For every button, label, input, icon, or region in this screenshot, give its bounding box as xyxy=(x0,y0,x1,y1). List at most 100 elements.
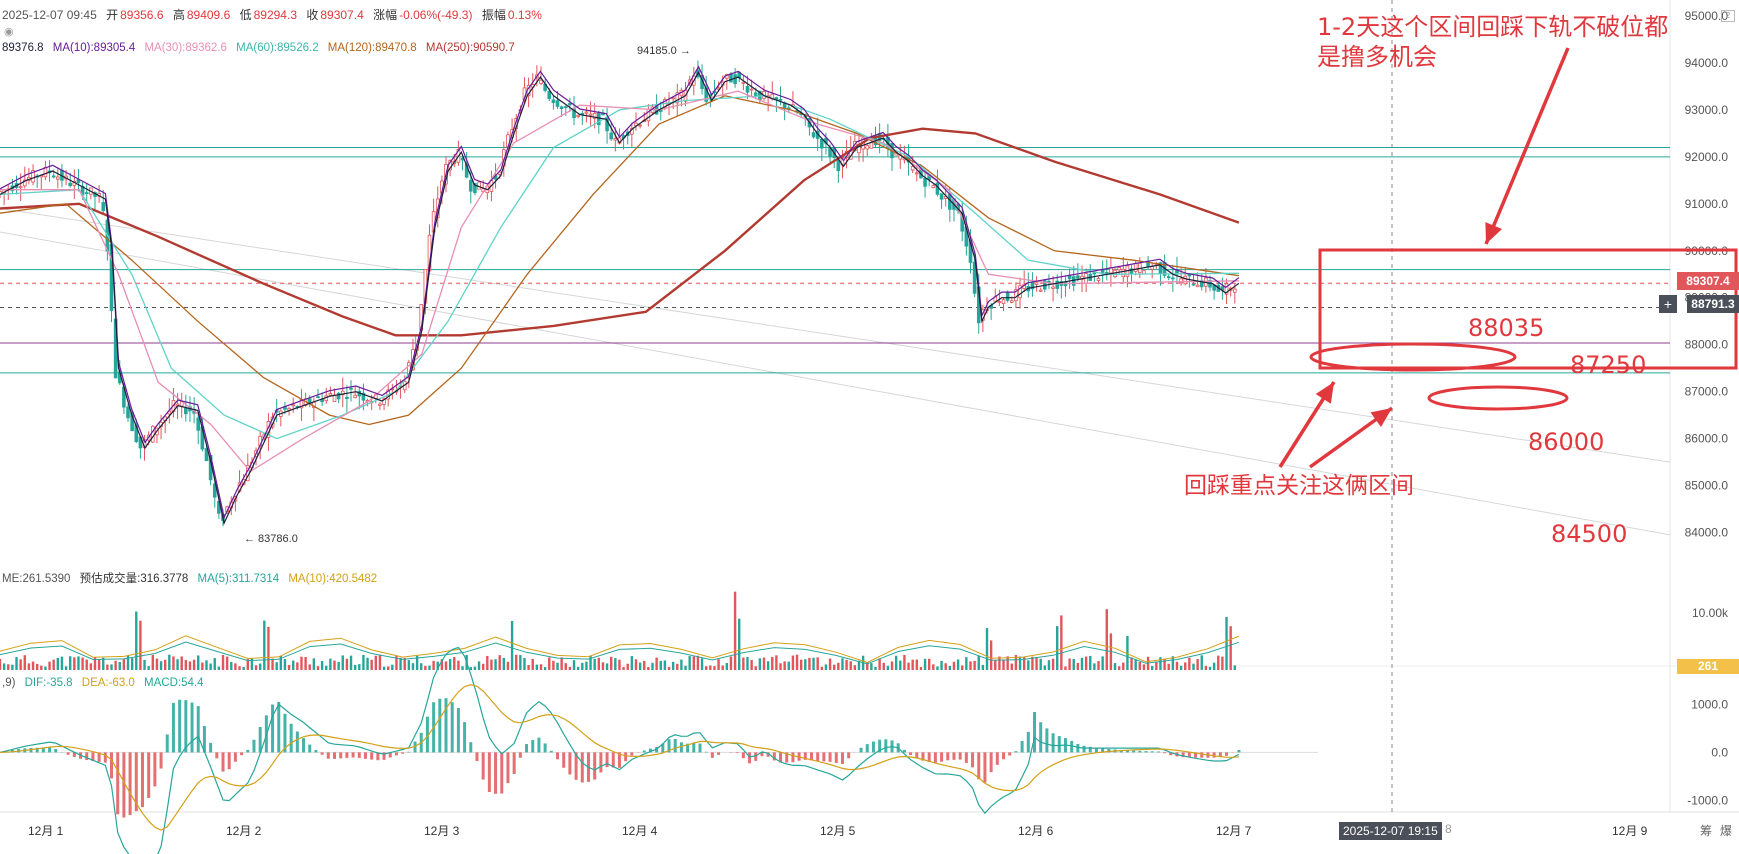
amp-value: 0.13% xyxy=(507,8,542,22)
candle-body xyxy=(671,97,675,100)
volume-bar xyxy=(242,666,245,670)
macd-histogram-bar xyxy=(593,752,597,780)
x-tick-dec3: 12月 3 xyxy=(424,824,460,838)
macd-histogram-bar xyxy=(686,743,690,753)
macd-histogram-bar xyxy=(140,752,144,808)
macd-histogram-bar xyxy=(1014,751,1018,753)
volume-bar xyxy=(919,666,923,670)
macd-histogram-bar xyxy=(128,752,132,816)
macd-histogram-bar xyxy=(351,752,355,758)
add-level-button[interactable]: + xyxy=(1659,295,1677,313)
volume-bar xyxy=(1035,657,1038,670)
volume-bar xyxy=(31,661,35,670)
volume-bar xyxy=(345,658,349,670)
candle-body xyxy=(1001,299,1006,305)
macd-histogram-bar xyxy=(673,739,677,753)
volume-bar xyxy=(626,663,629,670)
candle-body xyxy=(675,92,680,104)
volume-bar xyxy=(878,658,881,670)
volume-bar xyxy=(729,656,733,670)
volume-bar xyxy=(486,655,489,670)
candle-body xyxy=(638,124,642,127)
macd-histogram-bar xyxy=(184,700,188,753)
volume-bar xyxy=(647,667,650,670)
macd-histogram-bar xyxy=(66,752,70,755)
macd-histogram-bar xyxy=(370,752,374,760)
volume-bar xyxy=(7,664,10,670)
volume-legend: ME:261.5390 预估成交量:316.3778 MA(5):311.731… xyxy=(2,570,383,586)
volume-bar xyxy=(329,658,332,670)
footer-burst-label[interactable]: 爆 xyxy=(1720,824,1733,838)
volume-bar xyxy=(576,666,580,670)
change-label: 涨幅 xyxy=(373,8,398,22)
candle-body xyxy=(559,106,564,110)
volume-bar xyxy=(907,662,910,670)
volume-bar xyxy=(552,660,555,670)
eye-icon[interactable]: ◉ xyxy=(4,26,14,38)
window-toggle-icon[interactable]: 2 xyxy=(1721,10,1735,22)
macd-histogram-bar xyxy=(1002,752,1006,760)
macd-histogram-bar xyxy=(178,699,182,753)
volume-bar xyxy=(519,655,522,670)
candle-body xyxy=(336,392,341,400)
candle-body xyxy=(997,301,1002,304)
macd-histogram-bar xyxy=(921,752,925,761)
volume-bar xyxy=(403,657,406,670)
macd-histogram-bar xyxy=(828,752,832,762)
candle-body xyxy=(196,417,201,431)
ohlc-header: 2025-12-07 09:45 开 89356.6 高 89409.6 低 8929… xyxy=(2,6,548,23)
y-tick-label: 88000.0 xyxy=(1685,338,1729,352)
macd-histogram-bar xyxy=(413,741,417,753)
candle-body xyxy=(204,448,209,462)
volume-bar xyxy=(126,655,130,670)
volume-bar xyxy=(60,656,64,670)
volume-bar xyxy=(205,660,208,670)
volume-bar xyxy=(130,658,134,670)
macd-histogram-bar xyxy=(221,752,225,772)
macd-histogram-bar xyxy=(1026,731,1030,753)
macd-histogram-bar xyxy=(487,752,491,792)
macd-prefix: ,9) xyxy=(2,677,16,689)
volume-bar xyxy=(201,662,204,670)
volume-bar xyxy=(1047,660,1051,670)
volume-bar xyxy=(556,662,559,670)
volume-bar xyxy=(750,659,753,670)
candle-body xyxy=(778,98,783,101)
macd-histogram-bar xyxy=(741,752,745,759)
macd-histogram-bar xyxy=(134,752,138,812)
volume-bar xyxy=(52,659,55,670)
volume-bar xyxy=(172,656,175,670)
macd-histogram-bar xyxy=(425,716,429,753)
macd-histogram-bar xyxy=(1225,752,1229,756)
volume-bar xyxy=(952,661,956,670)
volume-bar xyxy=(618,659,621,670)
volume-bar xyxy=(956,659,960,670)
volume-bar xyxy=(1167,663,1170,670)
volume-bar xyxy=(469,667,472,670)
volume-bar xyxy=(143,659,146,670)
volume-bar xyxy=(1113,663,1117,670)
macd-histogram-bar xyxy=(865,744,869,753)
macd-histogram-bar xyxy=(809,752,813,761)
volume-bar xyxy=(312,658,316,670)
volume-bar xyxy=(849,661,852,670)
macd-histogram-bar xyxy=(1107,748,1111,753)
volume-bar xyxy=(366,657,369,670)
volume-bar xyxy=(799,659,803,670)
volume-bar xyxy=(515,654,518,670)
low-value: 89294.3 xyxy=(253,8,297,22)
volume-bar xyxy=(593,658,596,670)
volume-bar xyxy=(333,660,336,670)
macd-histogram-bar xyxy=(202,726,206,753)
volume-bar xyxy=(192,659,196,670)
footer-chip-label[interactable]: 筹 xyxy=(1700,824,1713,838)
macd-histogram-bar xyxy=(822,752,826,762)
volume-bar xyxy=(64,666,68,670)
macd-histogram-bar xyxy=(1051,733,1055,753)
volume-bar xyxy=(610,656,613,670)
volume-bar xyxy=(1192,663,1195,670)
macd-value: MACD:54.4 xyxy=(144,677,204,689)
candle-body xyxy=(1055,280,1060,289)
macd-histogram-bar xyxy=(246,749,250,753)
